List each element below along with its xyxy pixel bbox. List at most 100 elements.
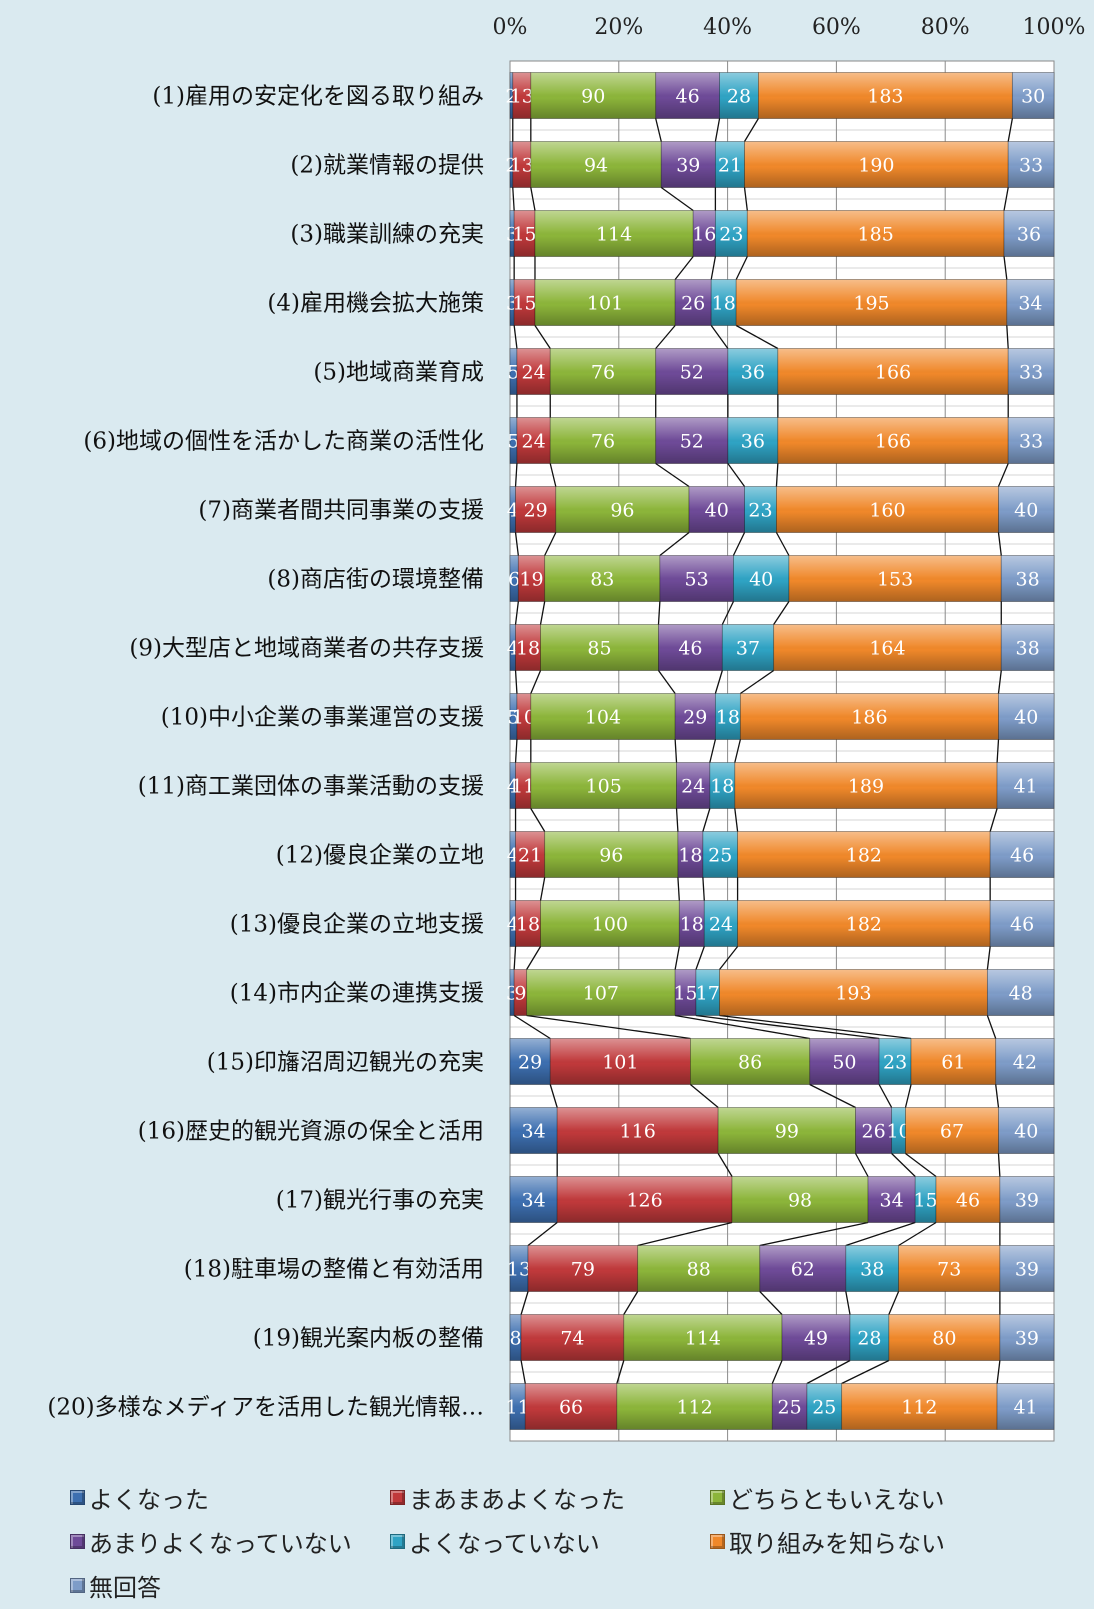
data-label: 53: [685, 569, 709, 591]
series-line: [623, 1291, 639, 1315]
data-label: 46: [1010, 845, 1034, 867]
bar-segment-shade: [735, 279, 1008, 326]
bar-segment-shade: [759, 1245, 847, 1292]
series-line: [695, 946, 705, 970]
bar-segment-shade: [527, 1245, 639, 1292]
bar-segment-shade: [709, 762, 736, 809]
series-line: [530, 808, 546, 832]
data-label: 33: [1019, 155, 1043, 177]
bar-segment-shade: [737, 900, 991, 947]
data-label: 8: [510, 1328, 522, 1350]
series-line: [759, 1221, 869, 1247]
data-label: 112: [676, 1397, 712, 1419]
bar-segment-shade: [996, 762, 1055, 809]
series-line: [841, 1359, 890, 1385]
category-label: (4)雇用機会拡大施策: [267, 291, 484, 317]
data-label: 33: [1019, 362, 1043, 384]
series-line: [997, 1153, 1001, 1177]
data-label: 29: [518, 1052, 542, 1074]
data-label: 90: [581, 86, 605, 108]
data-label: 160: [869, 500, 905, 522]
data-label: 73: [937, 1259, 961, 1281]
data-label: 49: [804, 1328, 828, 1350]
data-label: 13: [510, 86, 534, 108]
series-line: [735, 324, 779, 350]
bar-segment-shade: [540, 900, 680, 947]
data-label: 15: [512, 224, 536, 246]
category-label: (16)歴史的観光資源の保全と活用: [138, 1119, 484, 1145]
category-label: (7)商業者間共同事業の支援: [198, 498, 484, 524]
bar-segment-shade: [746, 210, 1005, 257]
series-line: [845, 1291, 851, 1315]
bar-segment-shade: [905, 1107, 999, 1154]
bar-segment-shade: [888, 1314, 1001, 1361]
data-label: 28: [727, 86, 751, 108]
bar-segment-shade: [776, 486, 999, 533]
data-label: 101: [602, 1052, 638, 1074]
bar-segment-shade: [703, 900, 738, 947]
series-line: [710, 256, 717, 280]
series-line: [637, 1221, 733, 1247]
series-line: [997, 670, 1002, 694]
data-label: 48: [1009, 983, 1033, 1005]
legend-swatch: [70, 1490, 85, 1505]
legend-item: まあまあよくなった: [390, 1480, 625, 1515]
category-label: (20)多様なメディアを活用した観光情報…: [47, 1395, 484, 1421]
bar-segment-shade: [739, 693, 999, 740]
x-tick-label: 100%: [1023, 15, 1086, 40]
bar-segment-shade: [549, 348, 657, 395]
data-label: 38: [860, 1259, 884, 1281]
legend-label: よくなった: [89, 1486, 209, 1514]
data-label: 34: [1018, 293, 1042, 315]
x-tick-label: 20%: [594, 15, 643, 40]
bar-segment-shade: [714, 693, 741, 740]
data-label: 11: [506, 1397, 530, 1419]
category-label: (11)商工業団体の事業活動の支援: [138, 774, 484, 800]
data-label: 40: [1014, 707, 1038, 729]
bar-segment-shade: [530, 693, 676, 740]
series-line: [526, 946, 542, 970]
data-label: 23: [883, 1052, 907, 1074]
series-line: [898, 1221, 937, 1247]
bar-segment-shade: [935, 1176, 1001, 1223]
bar-segment-shade: [674, 279, 712, 326]
data-label: 114: [685, 1328, 721, 1350]
legend-label: よくなっていない: [409, 1530, 600, 1558]
series-line: [659, 531, 690, 557]
bar-segment-shade: [731, 1176, 869, 1223]
data-label: 38: [1016, 638, 1040, 660]
legend-label: どちらともいえない: [729, 1486, 945, 1514]
series-line: [520, 1291, 529, 1315]
legend-swatch: [70, 1534, 85, 1549]
series-line: [674, 256, 694, 280]
bar-segment-shade: [530, 762, 677, 809]
data-label: 116: [620, 1121, 656, 1143]
data-label: 86: [738, 1052, 762, 1074]
series-line: [549, 463, 557, 487]
series-line: [989, 808, 998, 832]
series-line: [689, 1083, 719, 1109]
series-line: [878, 1084, 893, 1108]
data-label: 67: [940, 1121, 964, 1143]
legend-label: 無回答: [89, 1574, 161, 1602]
data-label: 182: [846, 845, 882, 867]
data-label: 39: [1015, 1259, 1039, 1281]
series-line: [719, 946, 739, 970]
data-label: 18: [516, 914, 540, 936]
data-label: 18: [716, 707, 740, 729]
legend-swatch: [70, 1578, 85, 1593]
legend-label: まあまあよくなった: [409, 1486, 625, 1514]
bar-segment-shade: [678, 900, 705, 947]
data-label: 80: [932, 1328, 956, 1350]
series-line: [709, 739, 717, 763]
data-label: 164: [869, 638, 905, 660]
data-label: 46: [676, 86, 700, 108]
category-label: (13)優良企業の立地支援: [230, 912, 484, 938]
bar-segment-shade: [1006, 279, 1055, 326]
bar-segment-shade: [1007, 417, 1055, 464]
data-label: 15: [512, 293, 536, 315]
category-label: (2)就業情報の提供: [290, 153, 484, 179]
series-line: [1003, 187, 1009, 211]
legend-swatch: [390, 1534, 405, 1549]
series-line: [530, 670, 542, 694]
